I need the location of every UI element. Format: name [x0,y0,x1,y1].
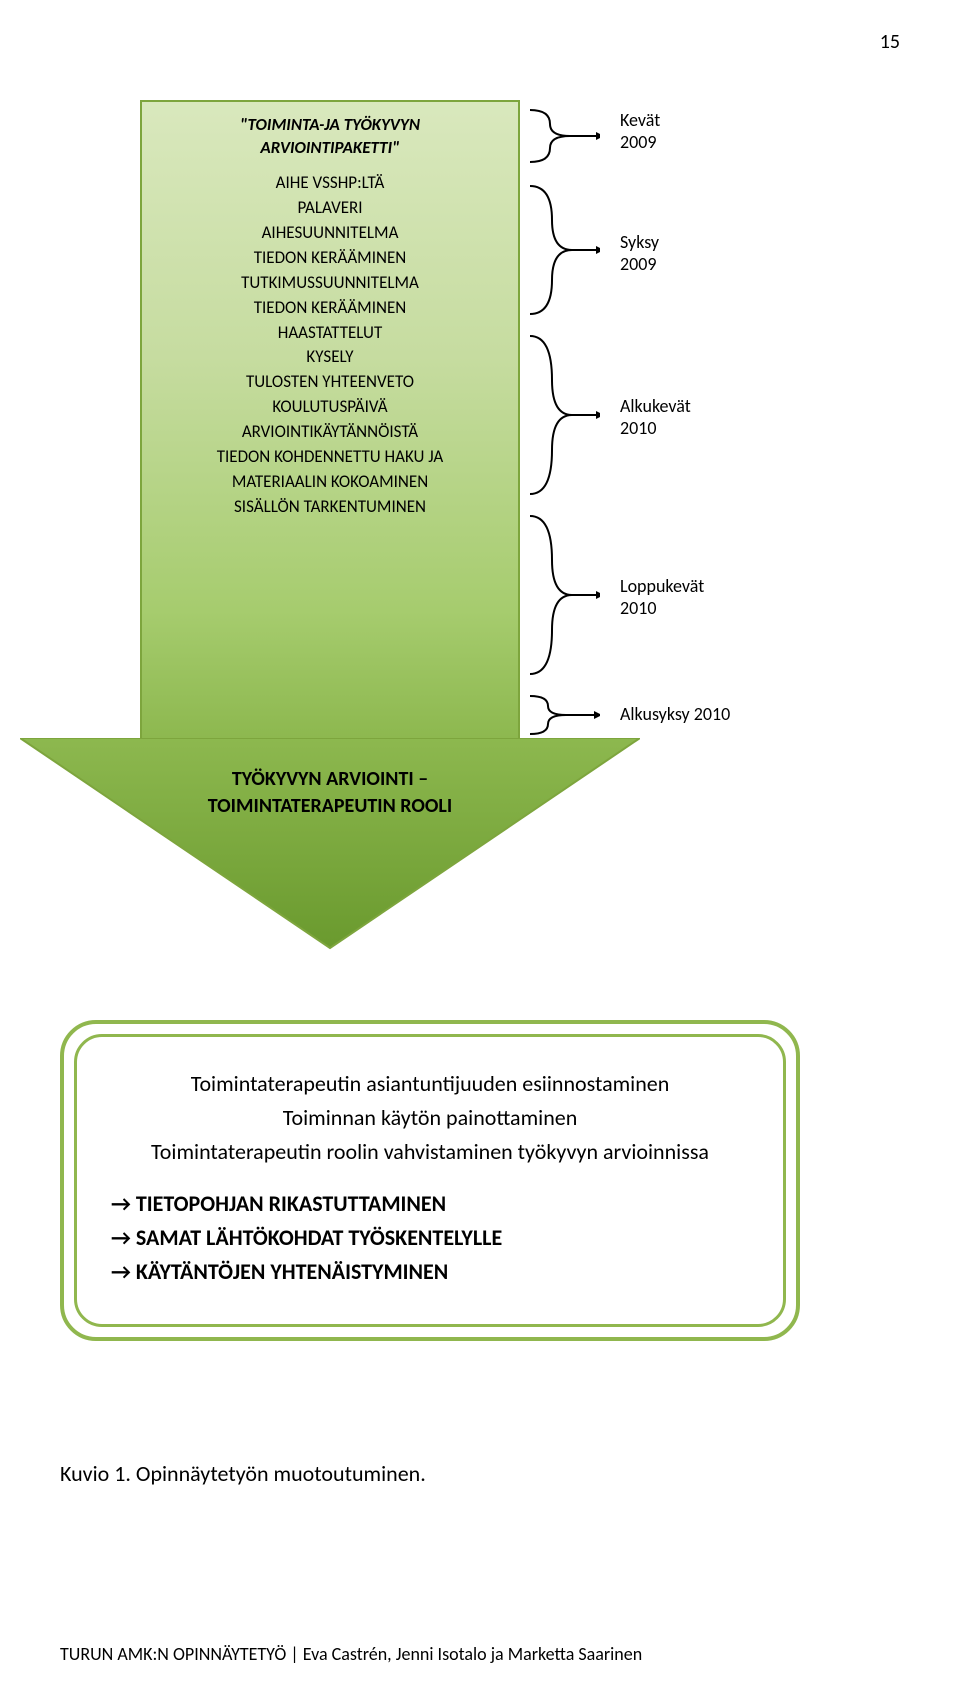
arrow-item: TIEDON KERÄÄMINEN [254,247,407,270]
box-line-6: → KÄYTÄNTÖJEN YHTENÄISTYMINEN [111,1255,749,1289]
arrow-item: HAASTATTELUT [278,322,383,345]
timeline-label-2: Syksy 2009 [620,232,659,275]
arrow-title-1: "TOIMINTA-JA TYÖKYVYN [240,114,420,137]
brace-2 [530,180,600,320]
page-footer: TURUN AMK:N OPINNÄYTETYÖ | Eva Castrén, … [60,1643,642,1665]
arrow-item: AIHE VSSHP:LTÄ [276,172,385,195]
arrow-item: MATERIAALIN KOKOAMINEN [232,471,428,494]
arrow-item: TUTKIMUSSUUNNITELMA [241,272,419,295]
timeline-3a: Alkukevät [620,395,691,417]
conclusion-box-inner: Toimintaterapeutin asiantuntijuuden esii… [74,1034,786,1327]
timeline-label-1: Kevät 2009 [620,110,660,153]
arrow-item: TIEDON KERÄÄMINEN [254,297,407,320]
brace-1 [530,106,600,166]
timeline-label-5: Alkusyksy 2010 [620,704,730,726]
figure-caption: Kuvio 1. Opinnäytetyön muotoutuminen. [60,1460,426,1487]
arrow-item: TIEDON KOHDENNETTU HAKU JA [217,446,444,469]
box-line-2: Toiminnan käytön painottaminen [111,1101,749,1135]
arrow-head-text: TYÖKYVYN ARVIOINTI – TOIMINTATERAPEUTIN … [20,766,640,820]
arrow-item: AIHESUUNNITELMA [262,222,399,245]
arrow-item: TULOSTEN YHTEENVETO [246,371,414,394]
timeline-1b: 2009 [620,131,657,153]
arrow-item: KOULUTUSPÄIVÄ [272,396,387,419]
arrow-item: KYSELY [306,346,353,369]
box-line-4: → TIETOPOHJAN RIKASTUTTAMINEN [111,1187,749,1221]
timeline-4b: 2010 [620,597,657,619]
brace-5 [530,692,600,738]
timeline-2a: Syksy [620,231,659,253]
arrow-head-line1: TYÖKYVYN ARVIOINTI – [232,767,428,791]
box-line-5: → SAMAT LÄHTÖKOHDAT TYÖSKENTELYLLE [111,1221,749,1255]
timeline-label-4: Loppukevät 2010 [620,576,704,619]
page-number: 15 [880,30,900,54]
brace-3 [530,330,600,500]
timeline-label-3: Alkukevät 2010 [620,396,691,439]
arrow-item: SISÄLLÖN TARKENTUMINEN [234,496,426,519]
arrow-body: "TOIMINTA-JA TYÖKYVYN ARVIOINTIPAKETTI" … [140,100,520,740]
timeline-4a: Loppukevät [620,575,704,597]
timeline-3b: 2010 [620,417,657,439]
arrow-item: ARVIOINTIKÄYTÄNNÖISTÄ [242,421,418,444]
timeline-1a: Kevät [620,109,660,131]
box-line-3: Toimintaterapeutin roolin vahvistaminen … [111,1135,749,1169]
timeline-2b: 2009 [620,253,657,275]
arrow-title-2: ARVIOINTIPAKETTI" [260,137,399,160]
box-line-1: Toimintaterapeutin asiantuntijuuden esii… [111,1067,749,1101]
conclusion-box: Toimintaterapeutin asiantuntijuuden esii… [60,1020,800,1341]
arrow-head-line2: TOIMINTATERAPEUTIN ROOLI [208,794,452,818]
brace-4 [530,510,600,680]
process-diagram: "TOIMINTA-JA TYÖKYVYN ARVIOINTIPAKETTI" … [0,100,960,960]
arrow-item: PALAVERI [297,197,362,220]
timeline-5: Alkusyksy 2010 [620,703,730,725]
